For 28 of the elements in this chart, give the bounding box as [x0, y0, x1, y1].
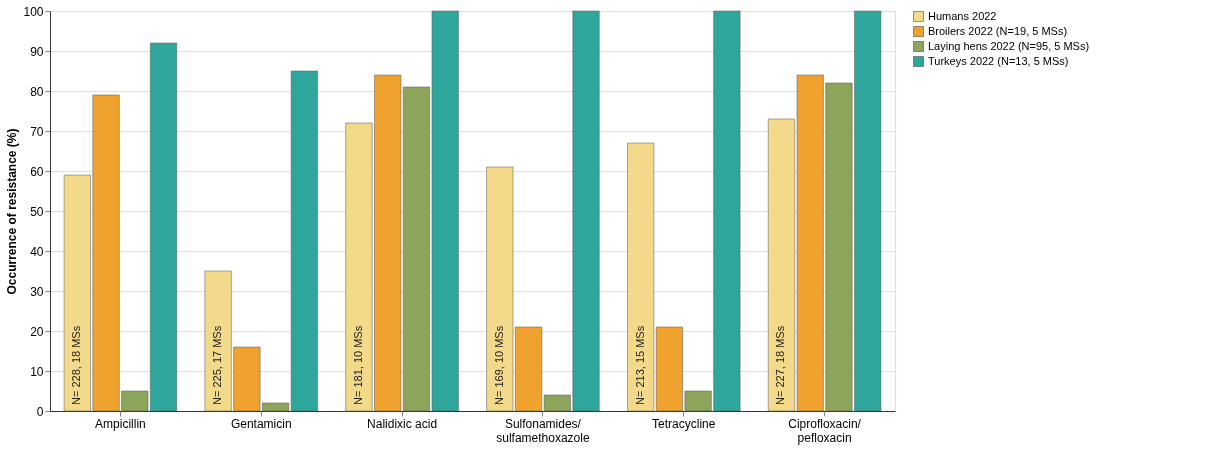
- y-tick-label: 0: [36, 404, 44, 419]
- annotation: N= 225, 17 MSs: [211, 325, 224, 405]
- annotation: N= 213, 15 MSs: [633, 325, 646, 405]
- y-axis-title: Occurrence of resistance (%): [5, 128, 20, 295]
- x-tick-label: Tetracycline: [652, 416, 716, 431]
- y-tick-label: 80: [30, 84, 44, 99]
- y-tick-label: 30: [30, 284, 44, 299]
- y-tick-label: 50: [30, 204, 44, 219]
- y-tick-label: 70: [30, 124, 44, 139]
- y-tick-label: 20: [30, 324, 44, 339]
- annotation: N= 169, 10 MSs: [492, 325, 505, 405]
- annotation: N= 228, 18 MSs: [70, 325, 83, 405]
- y-tick-label: 40: [30, 244, 44, 259]
- y-tick-label: 90: [30, 44, 44, 59]
- x-tick-label: Ampicillin: [95, 416, 146, 431]
- annotation: N= 227, 18 MSs: [774, 325, 787, 405]
- legend-label: Broilers 2022 (N=19, 5 MSs): [928, 24, 1068, 37]
- x-tick-label: Nalidixic acid: [367, 416, 438, 431]
- legend-label: Humans 2022: [928, 9, 997, 22]
- x-tick-label: Ciprofloxacin/ pefloxacin: [788, 416, 862, 445]
- legend-label: Laying hens 2022 (N=95, 5 MSs): [928, 39, 1090, 52]
- x-tick-label: Gentamicin: [230, 416, 292, 431]
- y-tick-label: 10: [30, 364, 44, 379]
- legend-label: Turkeys 2022 (N=13, 5 MSs): [928, 54, 1069, 67]
- y-tick-label: 60: [30, 164, 44, 179]
- y-tick-label: 100: [23, 4, 44, 19]
- x-tick-label: Sulfonamides/ sulfamethoxazole: [496, 416, 590, 445]
- annotation: N= 181, 10 MSs: [351, 325, 364, 405]
